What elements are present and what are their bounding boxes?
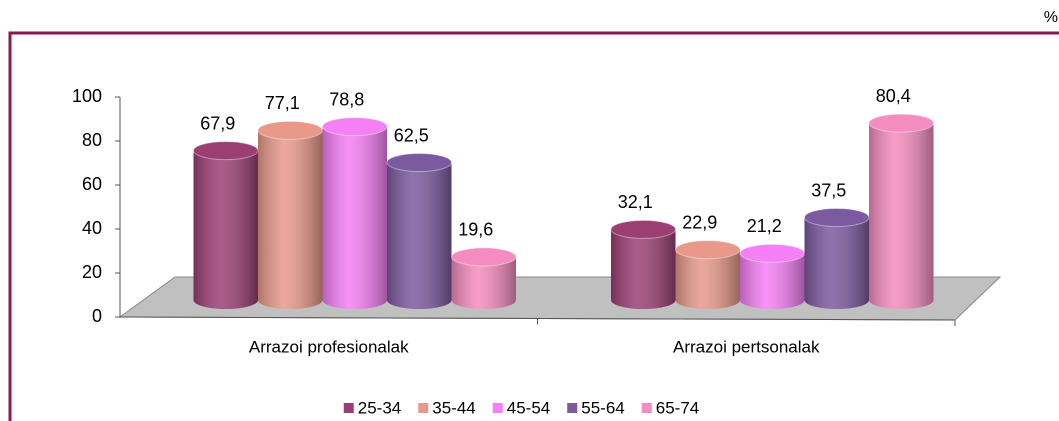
- y-tick-label: 100: [72, 86, 102, 106]
- bar: [322, 117, 388, 309]
- legend-label: 35-44: [432, 398, 475, 417]
- value-label: 78,8: [329, 89, 364, 109]
- bar: [193, 141, 259, 309]
- bar-shade: [451, 256, 516, 309]
- legend-swatch: [492, 403, 503, 413]
- x-tick-label: Arrazoi pertsonalak: [673, 337, 820, 356]
- bar-top: [386, 153, 452, 172]
- unit-label: %: [1044, 9, 1058, 26]
- bar-top: [322, 117, 388, 137]
- bar: [451, 247, 517, 309]
- y-tick-label: 60: [82, 174, 102, 194]
- bar-top: [257, 120, 323, 140]
- bar-shade: [322, 126, 387, 309]
- legend-label: 25-34: [358, 398, 401, 417]
- bar-shade: [611, 229, 676, 309]
- bar-top: [868, 113, 934, 133]
- bar: [257, 120, 323, 309]
- value-label: 67,9: [200, 113, 235, 133]
- bar: [386, 153, 452, 309]
- value-label: 80,4: [876, 86, 911, 106]
- legend-swatch: [343, 403, 354, 413]
- bar-top: [739, 243, 805, 263]
- bar-top: [675, 240, 741, 260]
- value-label: 37,5: [811, 180, 846, 200]
- bar-top: [804, 208, 870, 227]
- legend-swatch: [641, 403, 652, 413]
- y-tick-label: 0: [92, 306, 102, 326]
- bar: [739, 243, 805, 309]
- value-label: 62,5: [394, 125, 429, 145]
- value-label: 21,2: [747, 216, 782, 236]
- bar-shade: [675, 249, 740, 309]
- bar: [868, 113, 934, 310]
- legend-label: 55-64: [581, 398, 624, 417]
- value-label: 77,1: [265, 93, 300, 113]
- legend-label: 65-74: [656, 398, 699, 417]
- legend-swatch: [418, 403, 429, 413]
- frame: [8, 31, 1059, 421]
- bar-shade: [869, 123, 934, 310]
- bar-top: [193, 141, 259, 161]
- bar: [804, 208, 870, 309]
- bar-shade: [193, 150, 258, 309]
- value-label: 19,6: [458, 220, 493, 240]
- bar-shade: [740, 253, 805, 309]
- legend-swatch: [567, 403, 578, 413]
- bar: [675, 240, 741, 309]
- y-tick-label: 20: [82, 262, 102, 282]
- x-tick-label: Arrazoi profesionalak: [249, 337, 409, 356]
- bar-shade: [804, 217, 869, 309]
- bar-top: [451, 247, 517, 267]
- value-label: 22,9: [682, 212, 717, 232]
- bar-top: [610, 219, 676, 239]
- bar-shade: [387, 162, 452, 309]
- value-label: 32,1: [618, 192, 653, 212]
- legend-label: 45-54: [507, 398, 550, 417]
- bar: [610, 219, 676, 309]
- y-tick-label: 80: [82, 130, 102, 150]
- y-tick-label: 40: [82, 218, 102, 238]
- bar-shade: [258, 130, 323, 309]
